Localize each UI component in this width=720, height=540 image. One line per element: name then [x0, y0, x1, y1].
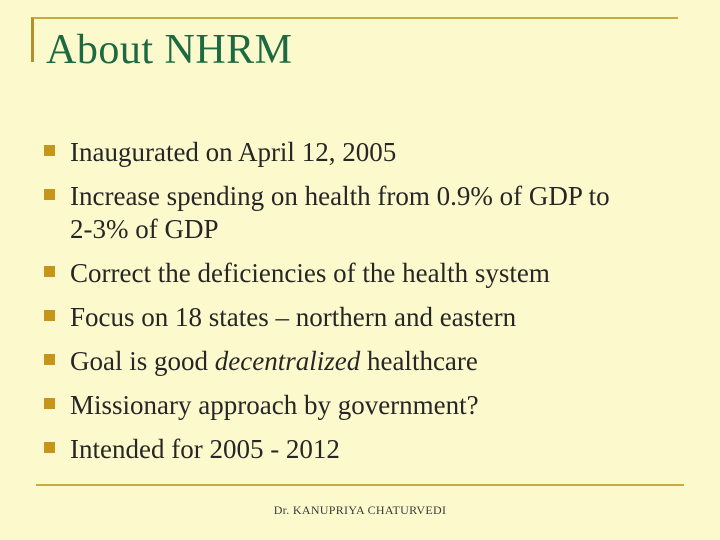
bullet-text: Goal is good decentralized healthcare: [70, 345, 684, 378]
footer-author: Dr. KANUPRIYA CHATURVEDI: [273, 503, 447, 517]
bullet-text: Missionary approach by government?: [70, 390, 479, 420]
bullet-square-icon: [44, 145, 55, 156]
bullet-item: Inaugurated on April 12, 2005: [44, 136, 684, 169]
bullet-square-icon: [44, 398, 55, 409]
footer-divider: [36, 484, 684, 486]
bullet-item: Goal is good decentralized healthcare: [44, 345, 684, 378]
bullet-square-icon: [44, 189, 55, 200]
bullet-item: Increase spending on health from 0.9% of…: [44, 180, 684, 246]
bullet-square-icon: [44, 310, 55, 321]
title-corner-bracket: [31, 17, 678, 62]
bullet-text-wrapped: 2-3% of GDP: [70, 214, 219, 244]
bullet-item: Correct the deficiencies of the health s…: [44, 257, 684, 290]
bullet-text-post: healthcare: [360, 346, 478, 376]
bullet-square-icon: [44, 354, 55, 365]
bullet-text: Intended for 2005 - 2012: [70, 434, 340, 464]
bullet-list: Inaugurated on April 12, 2005 Increase s…: [44, 136, 684, 477]
bullet-square-icon: [44, 442, 55, 453]
bullet-item: Intended for 2005 - 2012: [44, 433, 684, 466]
bullet-text: Inaugurated on April 12, 2005: [70, 137, 397, 167]
bullet-item: Missionary approach by government?: [44, 389, 684, 422]
slide-title: About NHRM: [46, 27, 293, 73]
bullet-item: Focus on 18 states – northern and easter…: [44, 301, 684, 334]
bullet-text: Increase spending on health from 0.9% of…: [70, 181, 610, 211]
bullet-text: Correct the deficiencies of the health s…: [70, 258, 550, 288]
bullet-text-pre: Goal is good: [70, 346, 215, 376]
bullet-text: Focus on 18 states – northern and easter…: [70, 302, 517, 332]
bullet-square-icon: [44, 266, 55, 277]
bullet-text-italic: decentralized: [214, 346, 361, 376]
